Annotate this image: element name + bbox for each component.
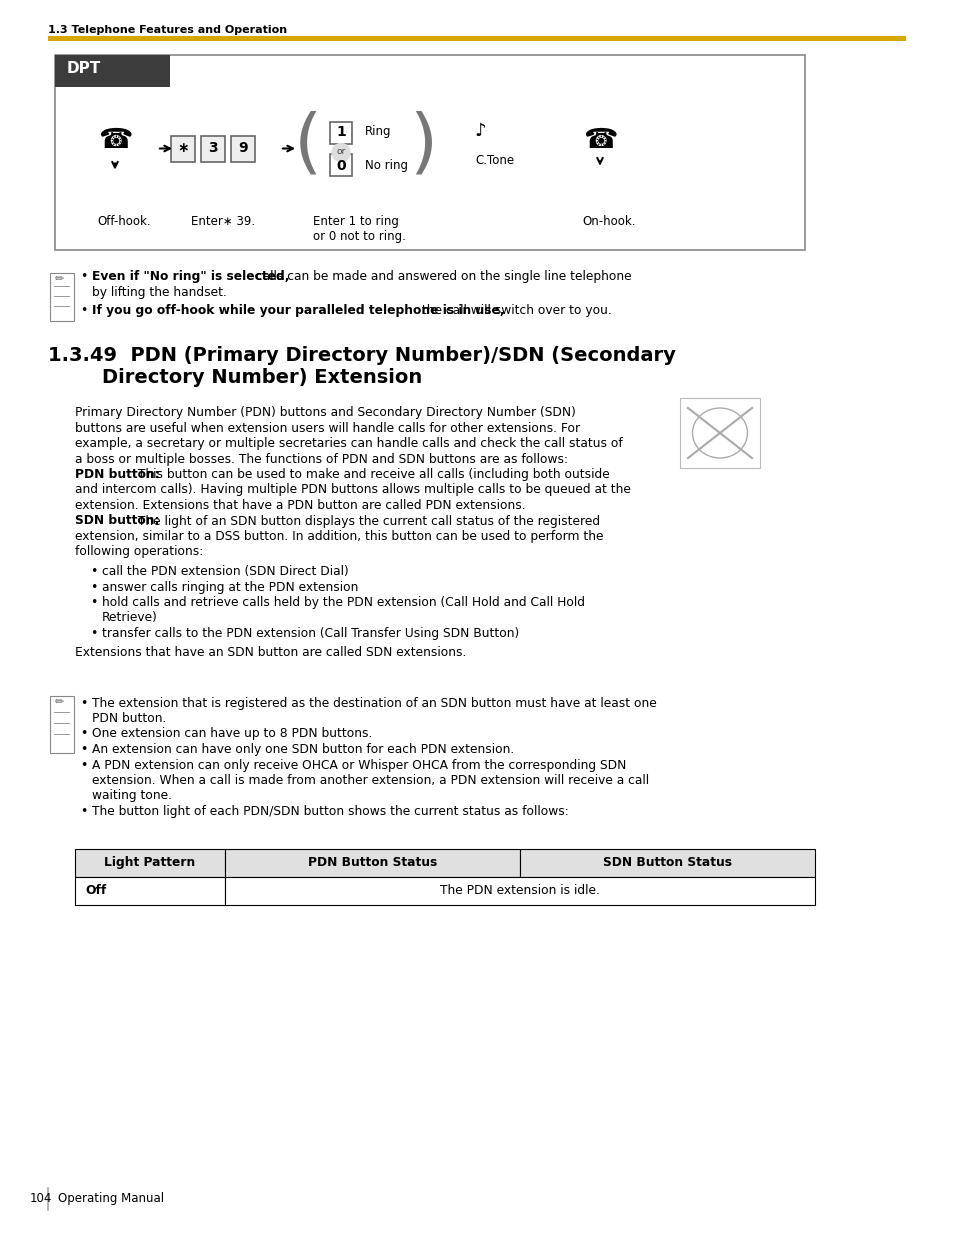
Text: •: • [80,805,88,818]
Text: An extension can have only one SDN button for each PDN extension.: An extension can have only one SDN butto… [91,743,514,756]
Text: Light Pattern: Light Pattern [104,856,195,869]
Text: Enter 1 to ring
or 0 not to ring.: Enter 1 to ring or 0 not to ring. [313,215,405,243]
Bar [330,121,352,143]
Bar [75,848,225,877]
Text: Off-hook.: Off-hook. [97,215,151,228]
Text: •: • [80,758,88,772]
Bar [519,848,814,877]
Text: calls can be made and answered on the single line telephone: calls can be made and answered on the si… [253,270,632,283]
Text: •: • [80,697,88,709]
Text: Retrieve): Retrieve) [102,611,157,625]
Text: ☎: ☎ [582,126,617,154]
Text: •: • [90,580,97,594]
Text: •: • [90,564,97,578]
Text: extension, similar to a DSS button. In addition, this button can be used to perf: extension, similar to a DSS button. In a… [75,530,603,543]
Text: transfer calls to the PDN extension (Call Transfer Using SDN Button): transfer calls to the PDN extension (Cal… [102,627,518,640]
Text: PDN Button Status: PDN Button Status [308,856,436,869]
Text: buttons are useful when extension users will handle calls for other extensions. : buttons are useful when extension users … [75,421,579,435]
Text: or: or [336,147,345,156]
Text: SDN button:: SDN button: [75,515,159,527]
Text: No ring: No ring [365,158,408,172]
Text: DPT: DPT [67,61,101,77]
Text: the call will switch over to you.: the call will switch over to you. [418,304,612,317]
Bar [48,36,905,41]
Text: •: • [80,727,88,741]
Text: following operations:: following operations: [75,546,203,558]
Text: by lifting the handset.: by lifting the handset. [91,287,227,299]
Text: The light of an SDN button displays the current call status of the registered: The light of an SDN button displays the … [133,515,599,527]
Text: On-hook.: On-hook. [581,215,635,228]
Text: 104: 104 [30,1192,52,1205]
Text: and intercom calls). Having multiple PDN buttons allows multiple calls to be que: and intercom calls). Having multiple PDN… [75,483,630,496]
Text: (: ( [294,111,322,180]
Text: 1.3.49  PDN (Primary Directory Number)/SDN (Secondary: 1.3.49 PDN (Primary Directory Number)/SD… [48,346,675,366]
Text: Enter∗ 39.: Enter∗ 39. [191,215,254,228]
Text: ✏: ✏ [54,698,64,708]
Text: C.Tone: C.Tone [475,153,514,167]
Text: 1: 1 [335,125,346,138]
Bar [171,136,194,162]
Bar [679,398,760,468]
Text: 1.3 Telephone Features and Operation: 1.3 Telephone Features and Operation [48,25,287,35]
Text: This button can be used to make and receive all calls (including both outside: This button can be used to make and rece… [133,468,609,480]
Text: ): ) [409,111,436,180]
Text: The PDN extension is idle.: The PDN extension is idle. [439,884,599,897]
Text: ✏: ✏ [54,274,64,284]
Text: Primary Directory Number (PDN) buttons and Secondary Directory Number (SDN): Primary Directory Number (PDN) buttons a… [75,406,576,419]
Text: ♪: ♪ [474,121,485,140]
Text: Operating Manual: Operating Manual [58,1192,164,1205]
Text: example, a secretary or multiple secretaries can handle calls and check the call: example, a secretary or multiple secreta… [75,437,622,450]
Text: 0: 0 [335,158,345,173]
Text: •: • [80,743,88,756]
Bar [231,136,254,162]
Text: 9: 9 [238,141,248,154]
Text: Extensions that have an SDN button are called SDN extensions.: Extensions that have an SDN button are c… [75,646,466,659]
Text: •: • [80,304,88,317]
Text: 3: 3 [208,141,217,154]
Bar [330,153,352,175]
Text: The extension that is registered as the destination of an SDN button must have a: The extension that is registered as the … [91,697,656,709]
Text: ☎: ☎ [97,126,132,154]
Bar [225,877,814,904]
Bar [201,136,225,162]
Text: Ring: Ring [365,125,391,137]
Text: Even if "No ring" is selected,: Even if "No ring" is selected, [91,270,289,283]
Text: call the PDN extension (SDN Direct Dial): call the PDN extension (SDN Direct Dial) [102,564,349,578]
Text: ∗: ∗ [177,141,189,154]
Text: If you go off-hook while your paralleled telephone is in use,: If you go off-hook while your paralleled… [91,304,504,317]
Text: •: • [90,627,97,640]
Text: •: • [80,270,88,283]
Text: hold calls and retrieve calls held by the PDN extension (Call Hold and Call Hold: hold calls and retrieve calls held by th… [102,597,584,609]
Bar [75,877,225,904]
Text: extension. Extensions that have a PDN button are called PDN extensions.: extension. Extensions that have a PDN bu… [75,499,525,513]
Text: PDN button:: PDN button: [75,468,159,480]
FancyBboxPatch shape [50,273,74,321]
Bar [55,56,170,86]
Text: SDN Button Status: SDN Button Status [602,856,731,869]
Text: •: • [90,597,97,609]
Circle shape [332,143,350,162]
Text: A PDN extension can only receive OHCA or Whisper OHCA from the corresponding SDN: A PDN extension can only receive OHCA or… [91,758,626,772]
Text: a boss or multiple bosses. The functions of PDN and SDN buttons are as follows:: a boss or multiple bosses. The functions… [75,452,567,466]
Text: answer calls ringing at the PDN extension: answer calls ringing at the PDN extensio… [102,580,358,594]
Bar [55,56,804,249]
Text: waiting tone.: waiting tone. [91,789,172,803]
FancyBboxPatch shape [50,695,74,752]
Text: Directory Number) Extension: Directory Number) Extension [48,368,422,387]
Text: The button light of each PDN/SDN button shows the current status as follows:: The button light of each PDN/SDN button … [91,805,568,818]
Text: PDN button.: PDN button. [91,713,166,725]
Text: Off: Off [85,884,106,897]
Text: extension. When a call is made from another extension, a PDN extension will rece: extension. When a call is made from anot… [91,774,648,787]
Text: One extension can have up to 8 PDN buttons.: One extension can have up to 8 PDN butto… [91,727,372,741]
Bar [225,848,519,877]
